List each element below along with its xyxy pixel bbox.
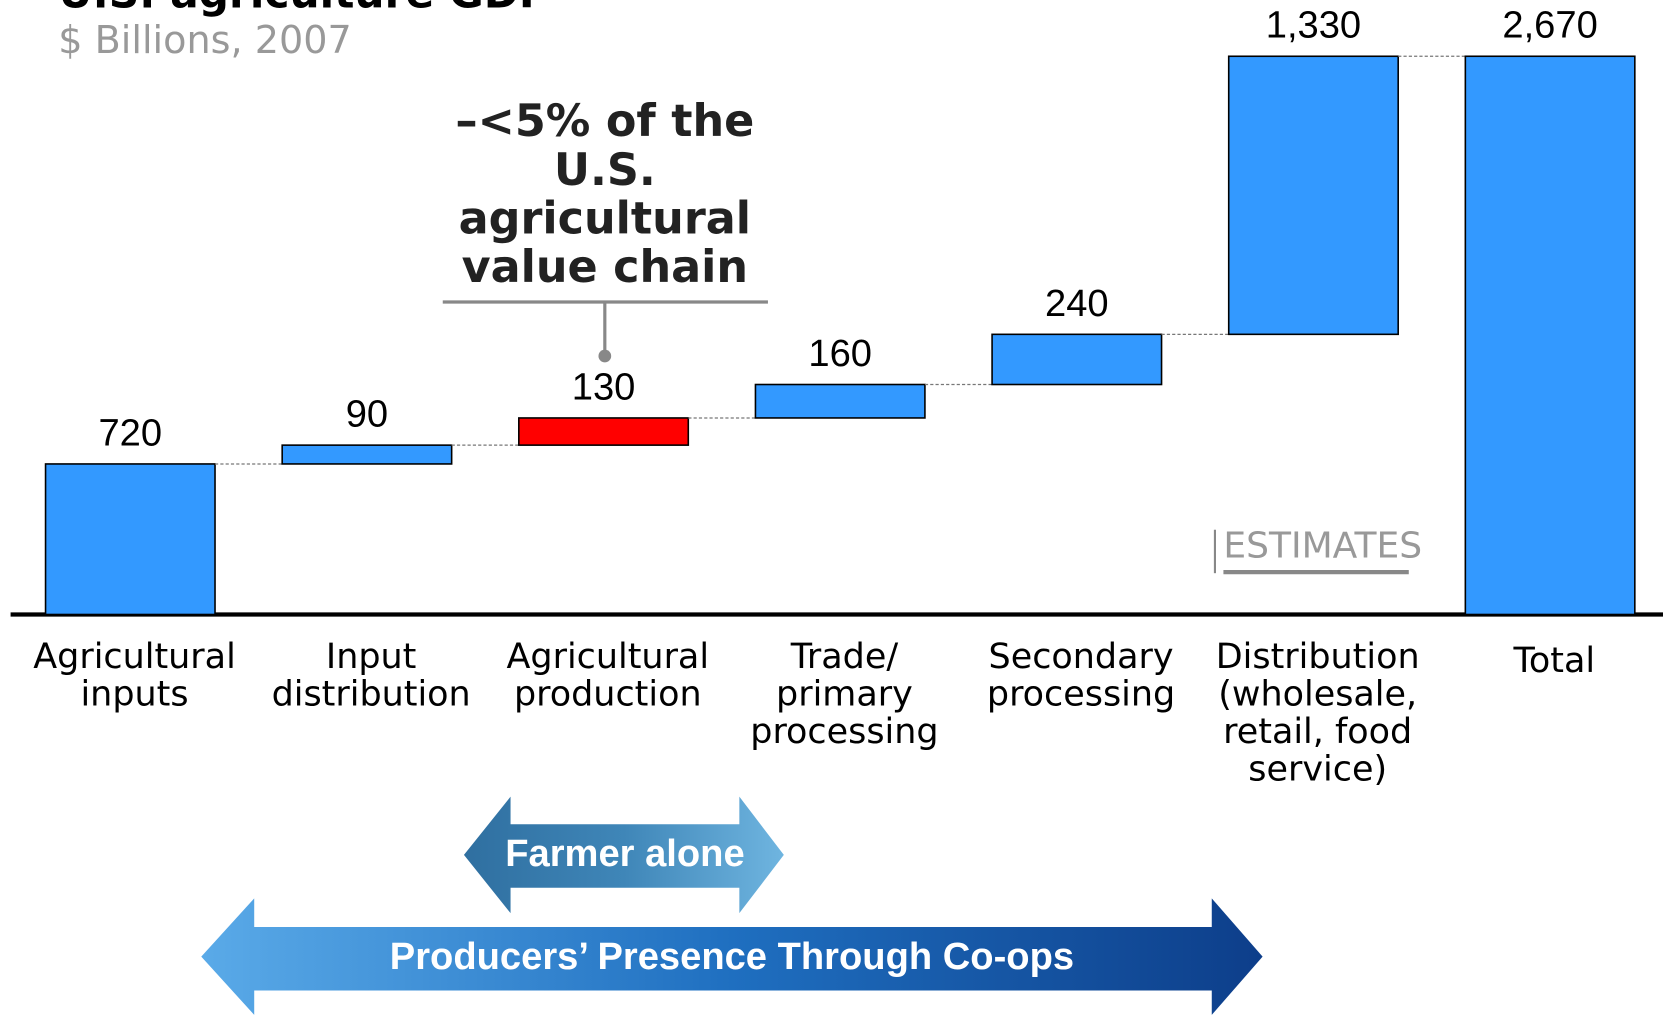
- chart-title: U.S. agriculture GDP: [58, 0, 550, 17]
- value-label: 130: [572, 365, 636, 408]
- bar: [281, 444, 453, 465]
- annotation-line: –<5% of the: [455, 96, 754, 147]
- bar: [1464, 55, 1636, 616]
- value-label: 240: [1045, 282, 1109, 325]
- bar: [1227, 55, 1399, 336]
- annotation-line: agricultural: [459, 194, 751, 245]
- coop-arrow: [201, 898, 1263, 1015]
- x-tick-label: Secondary processing: [987, 637, 1175, 715]
- bar: [518, 417, 690, 446]
- bar: [44, 463, 216, 616]
- value-label: 2,670: [1502, 4, 1597, 47]
- value-label: 90: [346, 393, 388, 436]
- bar: [991, 333, 1163, 386]
- annotation-line: U.S.: [554, 145, 656, 196]
- farmer-arrow: [463, 796, 784, 914]
- value-label: 160: [808, 332, 872, 375]
- x-tick-label: Trade/primary processing: [750, 637, 938, 752]
- x-tick-label: Distribution (wholesale, retail, food servi…: [1216, 637, 1420, 790]
- x-tick-label: Agricultural production: [507, 637, 710, 715]
- annotation-dot: [598, 349, 612, 363]
- annotation: [442, 300, 768, 363]
- x-tick-label: Input distribution: [272, 637, 471, 715]
- stamp: ESTIMATES: [1223, 526, 1422, 567]
- x-tick-label: Agricultural inputs: [33, 637, 236, 715]
- bar: [754, 383, 926, 419]
- x-tick-label: Total: [1513, 641, 1596, 681]
- arrow-label: Producers’ Presence Through Co-ops: [390, 935, 1074, 978]
- value-label: 1,330: [1266, 4, 1361, 47]
- value-label: 720: [98, 411, 162, 454]
- annotation-line: value chain: [462, 242, 748, 293]
- chart-subtitle: $ Billions, 2007: [58, 18, 352, 62]
- arrow-label: Farmer alone: [505, 832, 744, 875]
